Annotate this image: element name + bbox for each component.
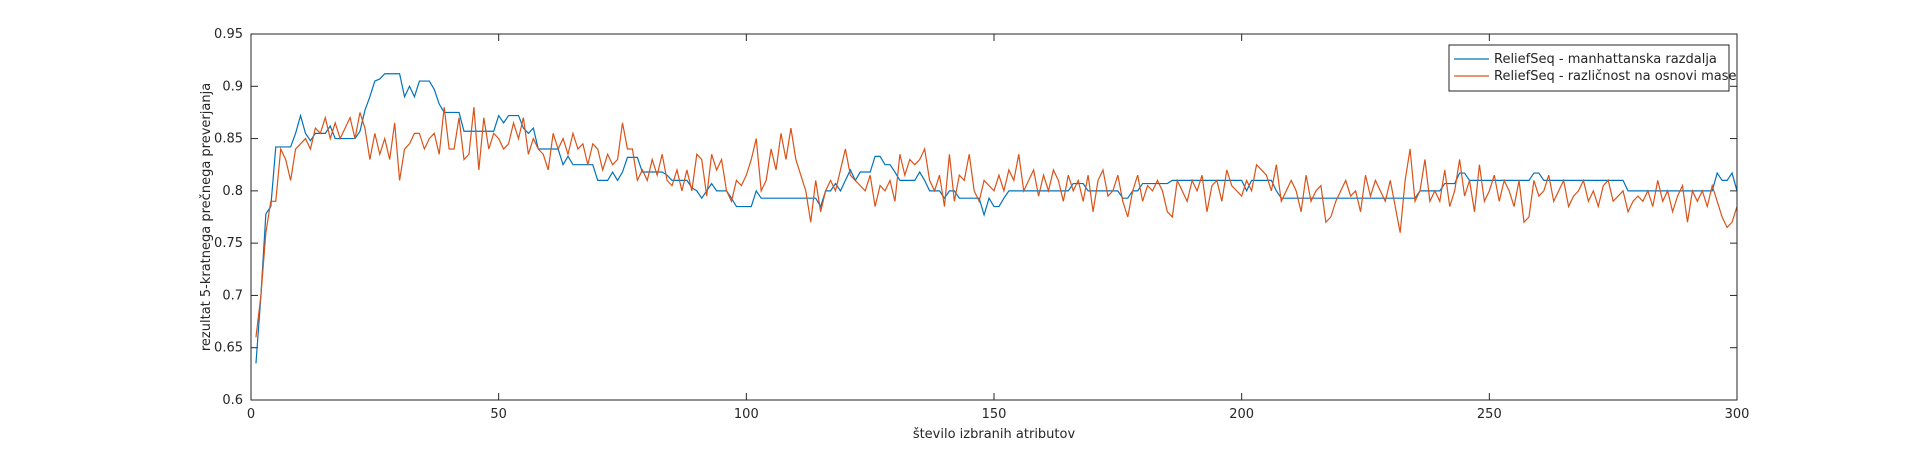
x-tick-label: 200 xyxy=(1229,407,1254,422)
y-tick-label: 0.95 xyxy=(214,27,243,42)
y-tick-label: 0.6 xyxy=(222,393,243,408)
legend-label: ReliefSeq - različnost na osnovi mase xyxy=(1494,69,1737,84)
x-tick-label: 150 xyxy=(982,407,1007,422)
x-tick-label: 0 xyxy=(247,407,255,422)
x-axis-label: število izbranih atributov xyxy=(913,427,1076,442)
x-tick-label: 100 xyxy=(734,407,759,422)
y-tick-label: 0.75 xyxy=(214,236,243,251)
y-tick-label: 0.8 xyxy=(222,184,243,199)
legend-label: ReliefSeq - manhattanska razdalja xyxy=(1494,52,1717,67)
y-tick-label: 0.7 xyxy=(222,288,243,303)
y-axis-label: rezultat 5-kratnega prečnega preverjanja xyxy=(199,83,214,351)
y-tick-label: 0.65 xyxy=(214,341,243,356)
y-tick-label: 0.9 xyxy=(222,79,243,94)
x-tick-label: 50 xyxy=(490,407,507,422)
series-line xyxy=(255,73,1738,364)
x-tick-label: 250 xyxy=(1477,407,1502,422)
series-line xyxy=(255,107,1738,338)
y-tick-label: 0.85 xyxy=(214,132,243,147)
plot-area xyxy=(251,34,1737,400)
legend-box xyxy=(1448,44,1730,92)
axes-box xyxy=(250,33,1738,401)
x-tick-label: 300 xyxy=(1725,407,1750,422)
